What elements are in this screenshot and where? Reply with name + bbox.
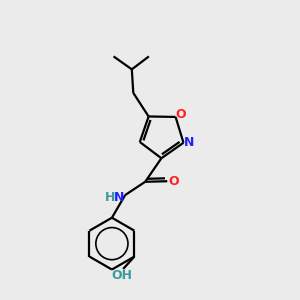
- Text: O: O: [176, 108, 186, 121]
- Text: N: N: [184, 136, 195, 149]
- Text: N: N: [113, 190, 124, 204]
- Text: OH: OH: [112, 269, 133, 282]
- Text: H: H: [105, 190, 116, 204]
- Text: O: O: [168, 175, 179, 188]
